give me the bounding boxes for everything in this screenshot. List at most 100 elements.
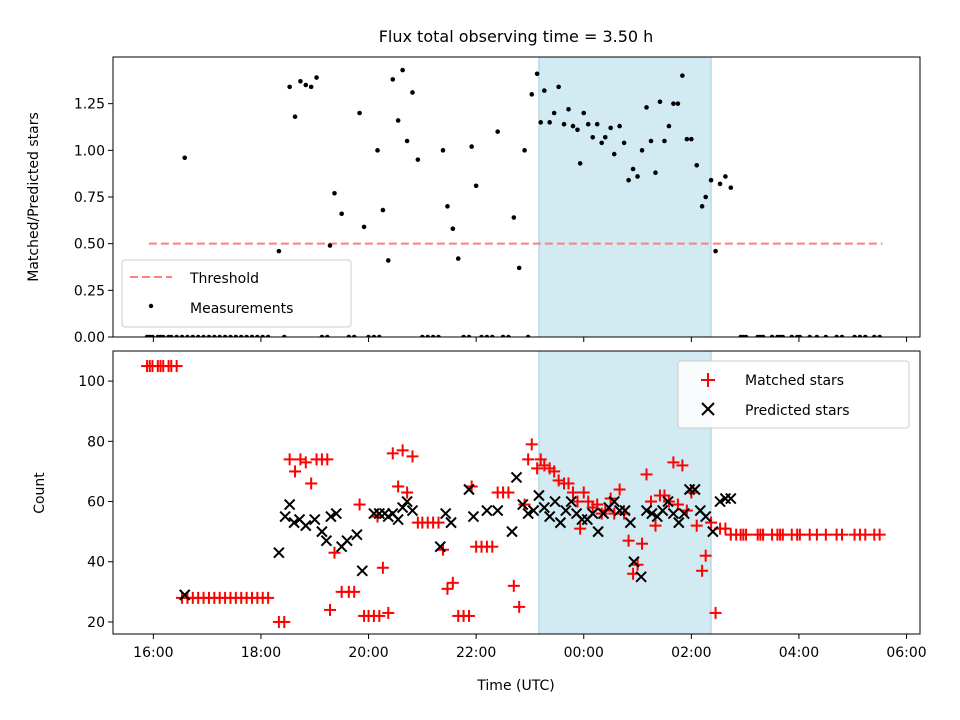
measurement-point	[255, 334, 260, 337]
measurement-point	[377, 334, 382, 337]
top-y-tick-label: 0.75	[74, 190, 105, 206]
legend-predicted-swatch	[701, 402, 715, 416]
predicted-point	[273, 547, 285, 559]
measurement-point	[602, 134, 608, 140]
predicted-point	[538, 501, 551, 514]
predicted-point	[401, 495, 413, 508]
measurement-point	[466, 334, 472, 337]
matched-point	[262, 591, 275, 604]
predicted-point	[491, 504, 504, 517]
measurement-point	[436, 334, 441, 337]
predicted-point	[662, 495, 674, 508]
predicted-point	[667, 507, 680, 520]
matched-point	[441, 582, 454, 595]
x-tick-label: 04:00	[779, 645, 819, 661]
measurement-point	[566, 106, 571, 112]
matched-point	[740, 528, 753, 541]
matched-point	[649, 519, 662, 532]
predicted-point	[463, 483, 475, 496]
predicted-point	[325, 510, 337, 523]
matched-point	[835, 528, 848, 541]
predicted-point	[392, 513, 404, 526]
matched-point	[518, 498, 531, 511]
predicted-point	[608, 495, 620, 508]
measurement-point	[201, 334, 206, 337]
predicted-point	[356, 565, 368, 577]
matched-point	[819, 528, 832, 541]
measurement-point	[694, 162, 700, 168]
top-legend: Threshold Measurements	[121, 259, 352, 328]
measurement-point	[594, 121, 600, 127]
measurement-point	[769, 334, 775, 337]
matched-point	[676, 459, 689, 472]
bottom-y-axis-label: Count	[32, 472, 48, 514]
measurement-point	[611, 151, 617, 157]
matched-stars-series	[141, 360, 886, 628]
measurement-point	[814, 334, 820, 337]
predicted-point	[396, 501, 409, 514]
matched-point	[719, 522, 732, 535]
chart-title: Flux total observing time = 3.50 h	[379, 27, 654, 46]
measurement-point	[179, 334, 185, 337]
measurements-series	[144, 67, 882, 337]
top-y-axis: 0.00 0.25 0.50 0.75 1.00 1.25	[74, 97, 113, 346]
predicted-point	[288, 516, 300, 529]
measurement-point	[332, 190, 337, 196]
measurement-point	[298, 78, 303, 84]
bottom-panel: 20 40 60 80 100 16:00 18:00 20:00 22:00 00:00 02:…	[32, 350, 927, 694]
x-tick-label: 06:00	[886, 645, 926, 661]
measurement-point	[644, 105, 649, 110]
matched-point	[299, 456, 312, 469]
matched-point	[328, 546, 341, 559]
measurement-point	[292, 114, 298, 120]
measurement-point	[400, 67, 405, 73]
measurement-point	[425, 334, 431, 337]
predicted-point	[527, 504, 540, 517]
predicted-point	[320, 534, 333, 547]
measurement-point	[547, 120, 552, 125]
measurement-point	[450, 226, 456, 232]
x-tick-label: 16:00	[133, 645, 173, 661]
measurement-point	[871, 334, 877, 337]
matched-point	[690, 519, 703, 532]
x-tick-label: 00:00	[564, 645, 604, 661]
bottom-y-tick-label: 40	[87, 555, 105, 571]
measurement-point	[339, 211, 344, 217]
predicted-point	[565, 495, 577, 508]
legend-measurements-swatch	[148, 303, 154, 309]
measurement-point	[495, 129, 500, 134]
measurement-point	[500, 334, 506, 337]
measurement-point	[440, 148, 446, 153]
measurement-point	[361, 224, 367, 230]
measurement-point	[575, 127, 580, 133]
measurement-point	[635, 174, 640, 179]
measurement-point	[325, 334, 330, 337]
measurement-point	[366, 334, 371, 337]
predicted-point	[517, 498, 529, 511]
measurement-point	[556, 84, 561, 90]
measurement-point	[599, 140, 604, 146]
measurement-point	[415, 157, 421, 162]
predicted-point	[635, 571, 647, 583]
measurement-point	[217, 334, 223, 337]
predicted-point	[714, 495, 726, 508]
legend-matched-swatch	[701, 373, 715, 387]
measurement-point	[287, 84, 292, 90]
predicted-point	[689, 483, 701, 496]
measurement-point	[228, 334, 233, 337]
measurement-point	[728, 185, 734, 190]
measurement-point	[174, 334, 179, 337]
top-y-tick-label: 0.50	[74, 237, 105, 253]
predicted-stars-series	[179, 471, 737, 601]
top-y-tick-label: 1.00	[74, 143, 105, 159]
measurement-point	[479, 334, 484, 337]
measurement-point	[244, 334, 249, 337]
matched-point	[294, 453, 307, 466]
measurement-point	[541, 88, 547, 93]
measurement-point	[516, 265, 522, 271]
matched-point	[571, 495, 584, 508]
bottom-legend: Matched stars Predicted stars	[677, 360, 910, 429]
measurement-point	[561, 121, 567, 127]
measurement-point	[276, 248, 282, 254]
